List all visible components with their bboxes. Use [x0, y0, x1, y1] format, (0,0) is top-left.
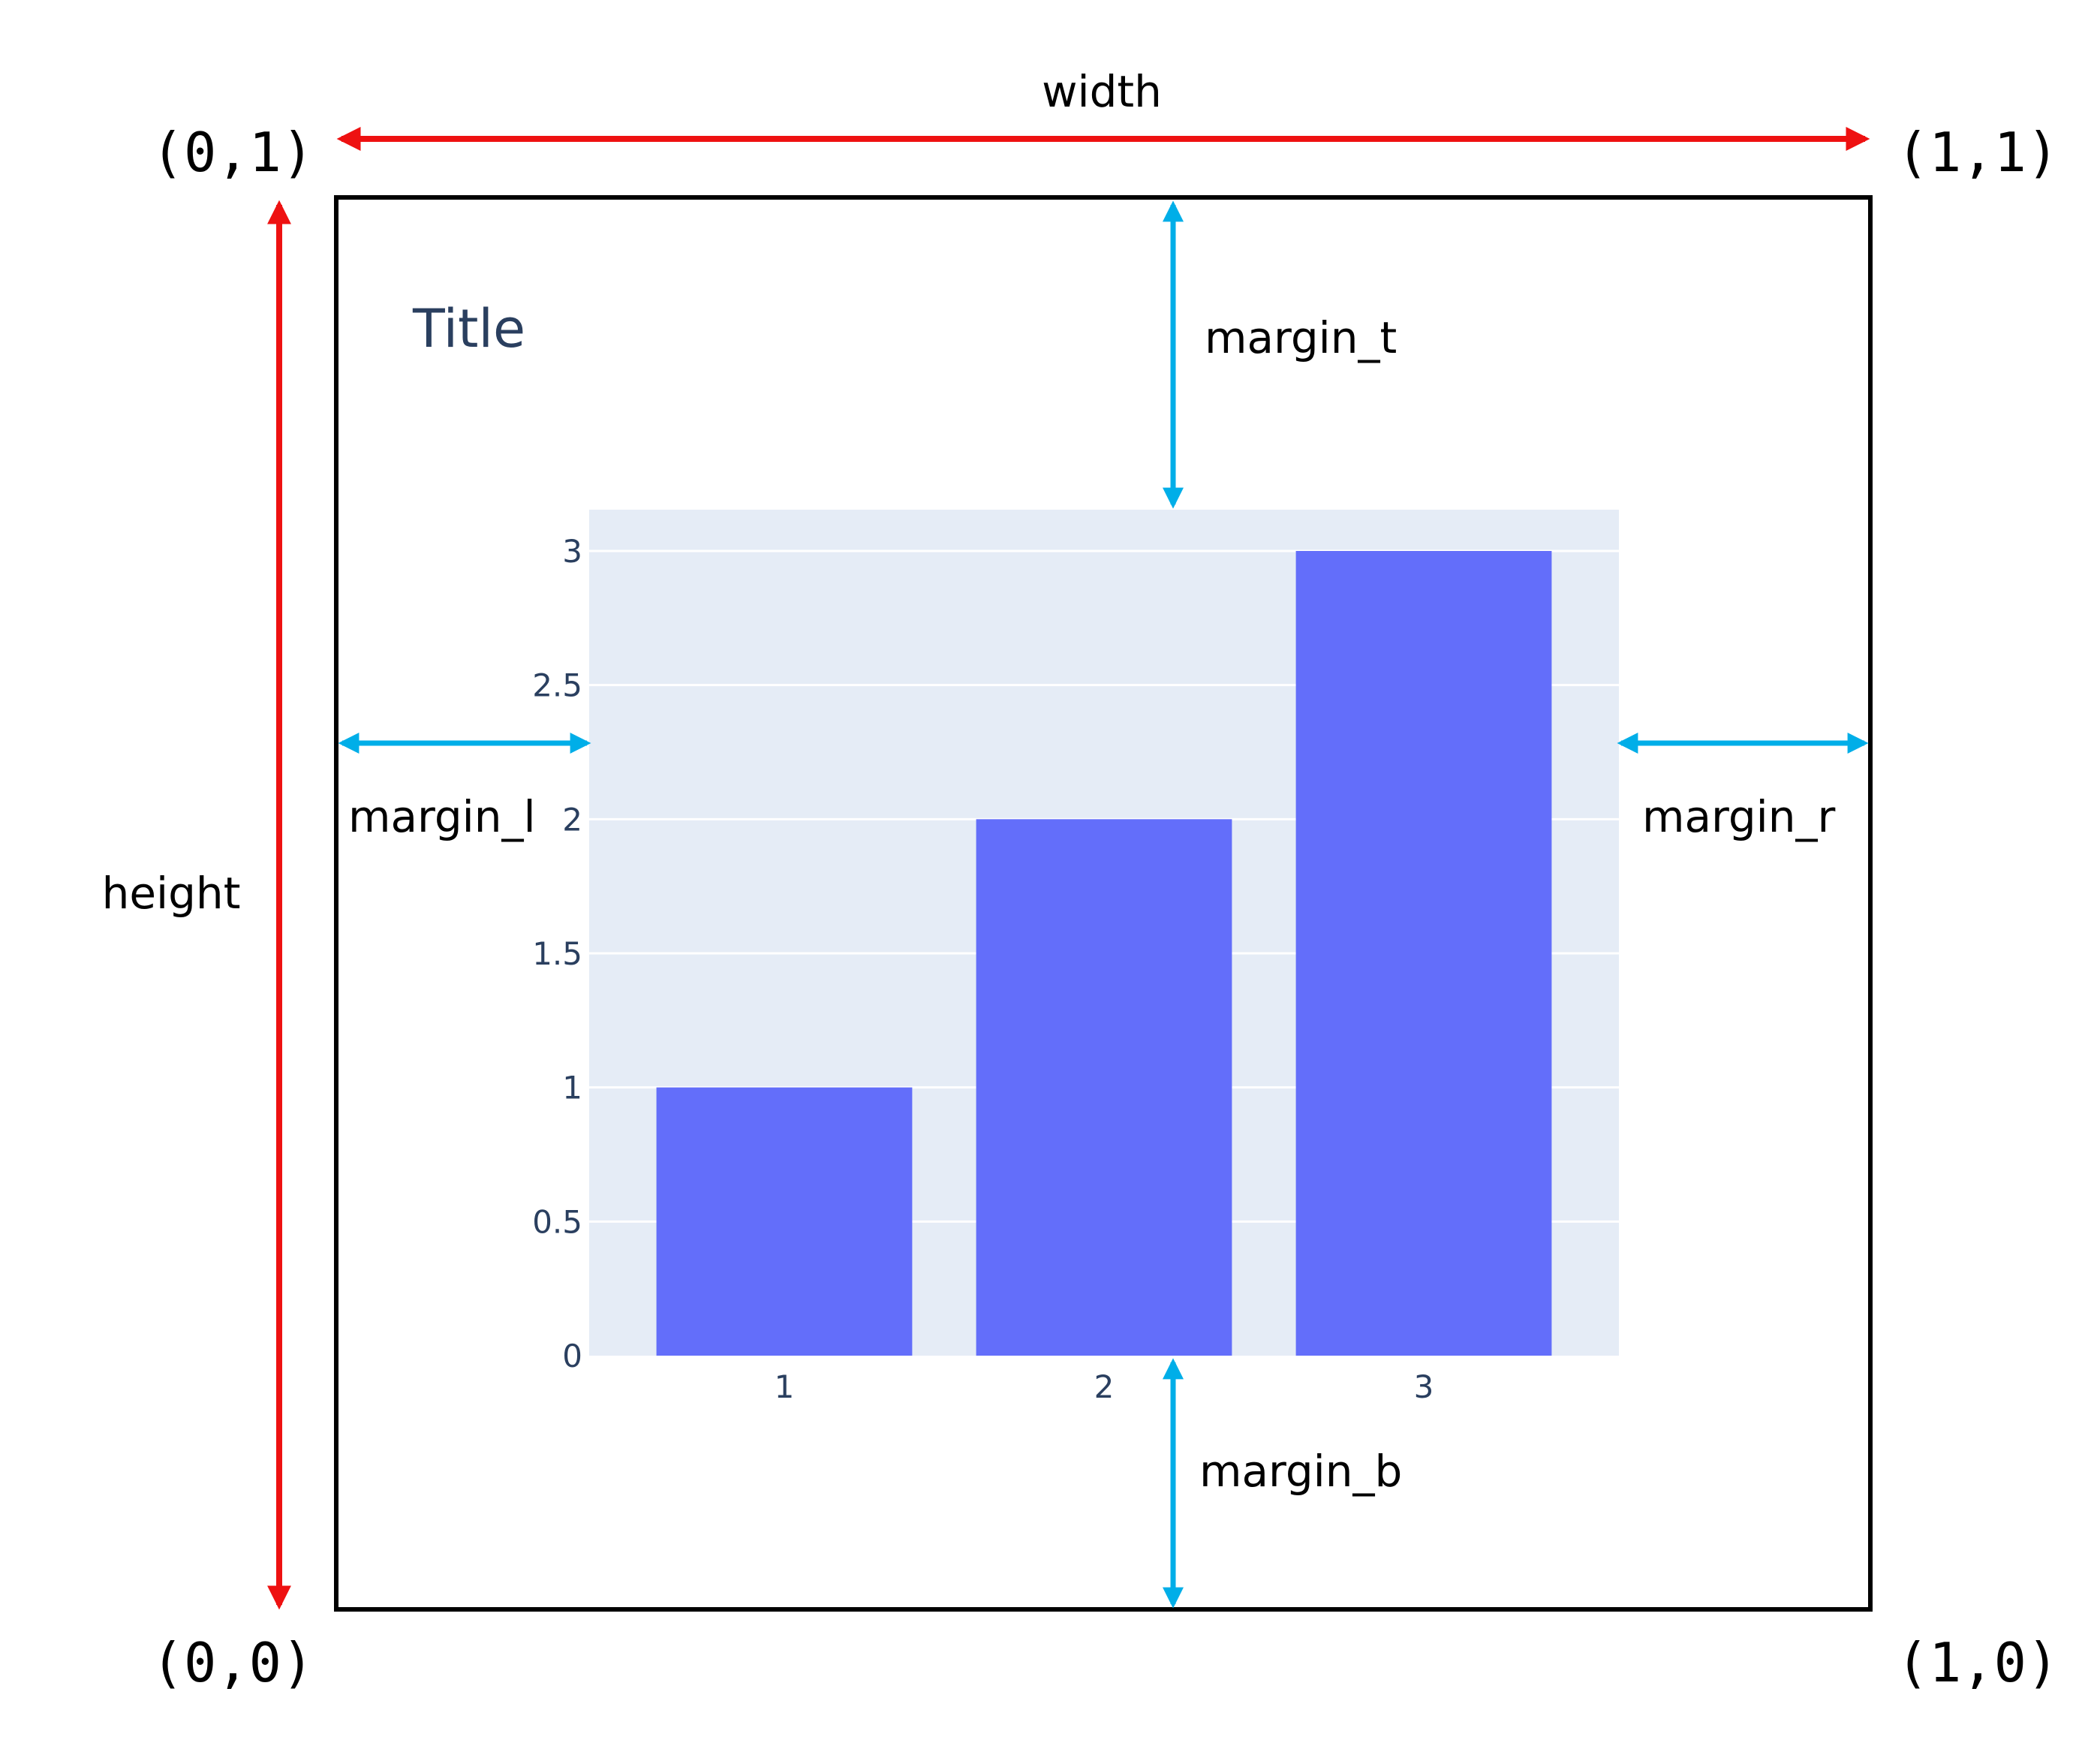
figure-frame [334, 195, 1873, 1612]
corner-label-top-left: (0,1) [152, 121, 314, 184]
y-tick-label: 1 [562, 1070, 582, 1106]
x-tick-label: 1 [775, 1368, 795, 1405]
margin-left-label: margin_l [348, 791, 536, 842]
margin-bottom-label: margin_b [1199, 1446, 1402, 1497]
x-tick-labels: 1 2 3 [775, 1368, 1434, 1405]
y-tick-label: 2.5 [532, 667, 582, 704]
chart-title: Title [412, 298, 525, 360]
y-tick-label: 2 [562, 801, 582, 838]
y-tick-labels: 0 0.5 1 1.5 2 2.5 3 [532, 533, 582, 1374]
x-tick-label: 2 [1094, 1368, 1115, 1405]
bar [656, 1087, 913, 1356]
y-tick-label: 0.5 [532, 1203, 582, 1240]
corner-label-bottom-right: (1,0) [1897, 1631, 2059, 1694]
margin-right-label: margin_r [1642, 791, 1836, 842]
y-tick-label: 1.5 [532, 935, 582, 972]
corner-label-top-right: (1,1) [1897, 121, 2059, 184]
bar [1295, 551, 1552, 1356]
x-tick-label: 3 [1414, 1368, 1434, 1405]
width-label: width [1042, 66, 1162, 117]
margin-top-label: margin_t [1205, 312, 1397, 363]
bars [656, 551, 1552, 1356]
bar [976, 819, 1232, 1356]
corner-label-bottom-left: (0,0) [152, 1631, 314, 1694]
y-tick-label: 0 [562, 1338, 582, 1374]
height-label: height [102, 868, 241, 919]
y-tick-label: 3 [562, 533, 582, 570]
